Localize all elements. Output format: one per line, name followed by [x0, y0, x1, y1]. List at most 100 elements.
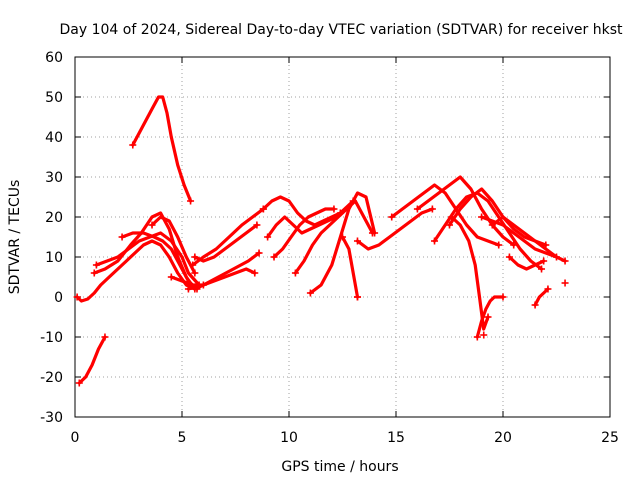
- point-marker: [167, 273, 175, 281]
- series-arc-13: [261, 195, 342, 227]
- point-marker: [388, 213, 396, 221]
- point-marker: [191, 269, 199, 277]
- point-marker: [561, 257, 569, 265]
- point-marker: [75, 379, 83, 387]
- point-marker: [446, 221, 453, 229]
- x-tick-label: 10: [280, 430, 298, 446]
- tick-labels: 0 5 10 15 20 25 -30 -20 -10 0 10 20 30 40 50 60: [40, 50, 619, 446]
- point-marker: [129, 141, 137, 149]
- series-arc-15: [293, 199, 375, 275]
- y-tick-label: 10: [45, 250, 63, 266]
- series-arc-27: [533, 287, 550, 307]
- y-tick-label: -10: [40, 330, 63, 346]
- point-marker: [148, 221, 156, 229]
- series-arc-21: [432, 191, 544, 271]
- x-axis-label: GPS time / hours: [281, 459, 398, 475]
- point-marker: [505, 253, 513, 261]
- point-marker: [90, 269, 98, 277]
- point-marker: [544, 285, 552, 293]
- point-marker: [448, 213, 456, 221]
- point-marker: [488, 221, 496, 229]
- point-marker: [484, 313, 492, 321]
- point-marker: [540, 257, 548, 265]
- point-marker: [184, 285, 192, 293]
- series-arc-2: [77, 335, 107, 385]
- point-marker: [538, 265, 546, 273]
- point-marker: [480, 331, 488, 339]
- series-arc-23: [450, 215, 490, 331]
- y-axis-label: SDTVAR / TECUs: [7, 180, 23, 295]
- point-marker: [191, 253, 199, 261]
- series-arc-18: [355, 207, 434, 251]
- series-arc-19: [390, 183, 501, 247]
- series-arc-24: [475, 295, 505, 339]
- axis-ticks: [74, 56, 611, 418]
- series-arc-17: [340, 235, 360, 299]
- y-tick-label: 40: [45, 130, 63, 146]
- point-marker: [531, 301, 539, 309]
- series-arc-11: [191, 207, 265, 267]
- point-marker: [73, 293, 81, 301]
- point-marker: [92, 261, 100, 269]
- point-marker: [251, 269, 259, 277]
- series-arc-5: [94, 231, 201, 287]
- point-marker: [330, 205, 338, 213]
- point-marker: [473, 333, 481, 341]
- point-marker: [259, 205, 267, 213]
- point-marker: [553, 253, 560, 261]
- series-arc-6: [120, 231, 199, 291]
- series-arc-26: [490, 215, 559, 259]
- series-arc-10: [169, 267, 257, 287]
- y-tick-label: 20: [45, 210, 63, 226]
- point-marker: [339, 233, 346, 241]
- series-arc-16: [308, 191, 377, 295]
- point-marker: [264, 233, 272, 241]
- point-marker: [495, 241, 503, 249]
- series-arc-7: [150, 215, 197, 275]
- point-marker: [349, 197, 357, 205]
- point-marker: [189, 261, 197, 269]
- series-arc-12: [266, 199, 355, 239]
- x-tick-label: 5: [178, 430, 187, 446]
- point-marker: [353, 293, 361, 301]
- y-tick-label: -30: [40, 410, 63, 426]
- y-tick-label: -20: [40, 370, 63, 386]
- series-arc-1: [75, 239, 205, 303]
- series-arc-3: [131, 95, 193, 203]
- data-points: [73, 141, 569, 387]
- series-arc-14: [272, 207, 336, 259]
- point-marker: [253, 221, 261, 229]
- data-series: [75, 95, 567, 385]
- y-tick-label: 50: [45, 90, 63, 106]
- series-arc-28: [507, 255, 546, 271]
- plot-frame: [74, 56, 611, 418]
- point-marker: [353, 237, 361, 245]
- point-marker: [499, 293, 507, 301]
- series-arc-22: [447, 187, 548, 247]
- point-marker: [187, 197, 195, 205]
- point-marker: [101, 333, 109, 341]
- point-marker: [510, 241, 518, 249]
- x-tick-label: 25: [601, 430, 619, 446]
- point-marker: [118, 233, 126, 241]
- point-marker: [542, 241, 550, 249]
- y-tick-label: 60: [45, 50, 63, 66]
- point-marker: [255, 249, 263, 257]
- point-marker: [193, 285, 201, 293]
- x-tick-label: 15: [387, 430, 405, 446]
- point-marker: [195, 281, 203, 289]
- point-marker: [306, 289, 314, 297]
- series-arc-9: [193, 223, 259, 263]
- point-marker: [561, 279, 569, 287]
- y-tick-label: 30: [45, 170, 63, 186]
- y-tick-label: 0: [54, 290, 63, 306]
- point-marker: [478, 213, 486, 221]
- point-marker: [431, 237, 439, 245]
- series-arc-20: [415, 175, 516, 247]
- x-tick-label: 20: [494, 430, 512, 446]
- chart-title: Day 104 of 2024, Sidereal Day-to-day VTE…: [60, 22, 623, 38]
- point-marker: [371, 229, 379, 237]
- point-marker: [270, 253, 278, 261]
- point-marker: [428, 205, 436, 213]
